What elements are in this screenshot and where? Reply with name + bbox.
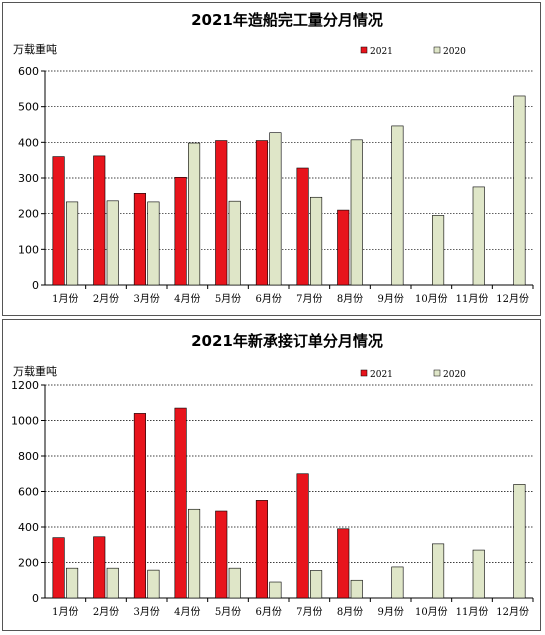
chart-0-category-label: 7月份 [296, 293, 322, 305]
chart-0-bar-2020-5 [228, 200, 241, 286]
chart-0-legend: 2021 2020 [360, 46, 466, 57]
chart-0-y-tick-label: 100 [18, 243, 39, 256]
chart-1-y-tick-label: 0 [32, 592, 39, 605]
chart-0-y-tick-label: 300 [18, 172, 39, 185]
chart-1-category-label: 11月份 [456, 606, 489, 618]
chart-0-y-tick-label: 600 [18, 65, 39, 78]
chart-1-bar-2020-12 [513, 484, 526, 599]
chart-0-category-label: 10月份 [415, 293, 448, 305]
chart-0-bar-2021-1 [52, 156, 65, 286]
chart-1-bar-2020-10 [432, 543, 445, 599]
chart-1-legend: 2021 2020 [360, 369, 466, 380]
chart-0-bar-2020-7 [310, 196, 323, 286]
chart-0-bar-2020-10 [432, 215, 445, 286]
chart-0-category-label: 4月份 [174, 293, 200, 305]
chart-1-y-tick-label: 800 [18, 450, 39, 463]
chart-1-category-label: 10月份 [415, 606, 448, 618]
chart-1-category-label: 9月份 [377, 606, 403, 618]
chart-0-category-label: 2月份 [93, 293, 119, 305]
chart-0-bar-2021-4 [174, 176, 187, 286]
chart-0-y-tick-label: 200 [18, 208, 39, 221]
chart-1-bar-2020-11 [472, 549, 485, 599]
chart-0-category-label: 5月份 [215, 293, 241, 305]
chart-1-bar-2021-2 [93, 536, 106, 599]
chart-0-bar-2021-7 [296, 167, 309, 286]
chart-1-category-label: 4月份 [174, 606, 200, 618]
chart-1-category-label: 8月份 [337, 606, 363, 618]
chart-1-y-tick-label: 600 [18, 486, 39, 499]
completion-chart-panel: 2021年造船完工量分月情况万载重吨 2021 2020 0 100 200 300 400 5… [2, 2, 541, 316]
chart-1-category-label: 2月份 [93, 606, 119, 618]
chart-0-bar-2020-1 [66, 201, 79, 286]
chart-1-bar-2020-9 [391, 566, 404, 599]
chart-0-category-label: 3月份 [133, 293, 159, 305]
chart-0-bar-2020-3 [147, 201, 160, 286]
chart-0-y-tick-label: 0 [32, 279, 39, 292]
chart-0-bar-2021-3 [133, 193, 146, 286]
chart-0-bar-2021-5 [215, 140, 228, 286]
chart-1-bar-2020-5 [228, 567, 241, 599]
chart-1-bar-2021-1 [52, 537, 65, 599]
chart-1-category-label: 3月份 [133, 606, 159, 618]
chart-0-legend-label-2021: 2021 [370, 47, 393, 57]
chart-0-y-tick-label: 500 [18, 101, 39, 114]
chart-1-y-tick-label: 1200 [11, 379, 39, 392]
chart-0-category-label: 6月份 [255, 293, 281, 305]
chart-0-legend-swatch-2020 [433, 46, 441, 54]
chart-0-bar-2021-6 [255, 140, 268, 286]
chart-0-bar-2020-2 [106, 200, 119, 286]
chart-1-bar-2020-3 [147, 569, 160, 599]
chart-1-bar-2020-7 [310, 570, 323, 599]
chart-0-bar-2021-2 [93, 155, 106, 286]
chart-0-bar-2020-6 [269, 132, 282, 286]
chart-1-legend-swatch-2020 [433, 369, 441, 377]
chart-1-bar-2020-1 [66, 567, 79, 599]
chart-1-bar-2021-5 [215, 510, 228, 599]
chart-1-legend-label-2020: 2020 [443, 370, 466, 380]
chart-1-bar-2021-7 [296, 473, 309, 599]
chart-0-legend-label-2020: 2020 [443, 47, 466, 57]
chart-1-y-tick-label: 200 [18, 557, 39, 570]
chart-1-category-label: 12月份 [496, 606, 529, 618]
chart-0-bar-2020-9 [391, 125, 404, 286]
chart-1-title: 2021年新承接订单分月情况 [191, 332, 383, 350]
chart-1-bar-2021-8 [337, 528, 350, 599]
chart-1-legend-swatch-2021 [360, 369, 368, 377]
chart-1-category-label: 1月份 [52, 606, 78, 618]
chart-0-bar-2020-12 [513, 95, 526, 286]
chart-0-category-label: 11月份 [456, 293, 489, 305]
chart-1-y-tick-label: 1000 [11, 415, 39, 428]
chart-1-category-label: 5月份 [215, 606, 241, 618]
chart-0-bar-2020-4 [188, 142, 201, 286]
chart-1-bar-2020-6 [269, 581, 282, 599]
chart-0-legend-swatch-2021 [360, 46, 368, 54]
chart-0-bar-2020-8 [350, 139, 363, 286]
chart-1-bar-2021-4 [174, 407, 187, 599]
chart-0-bar-2020-11 [472, 186, 485, 286]
chart-1-bar-2020-8 [350, 579, 363, 599]
chart-0-title: 2021年造船完工量分月情况 [191, 11, 383, 29]
chart-1-unit-label: 万载重吨 [13, 364, 57, 378]
chart-0-category-label: 1月份 [52, 293, 78, 305]
chart-0-y-tick-label: 400 [18, 136, 39, 149]
chart-1-legend-label-2021: 2021 [370, 370, 393, 380]
chart-1-bar-2021-3 [133, 413, 146, 599]
chart-0-bar-2021-8 [337, 209, 350, 286]
chart-1-bar-2021-6 [255, 500, 268, 599]
orders-chart-panel: 2021年新承接订单分月情况万载重吨 2021 2020 0 200 400 600 800 1… [2, 319, 541, 631]
chart-0-category-label: 12月份 [496, 293, 529, 305]
chart-1-bar-2020-4 [188, 508, 201, 599]
chart-0-category-label: 8月份 [337, 293, 363, 305]
chart-1-category-label: 7月份 [296, 606, 322, 618]
chart-0-unit-label: 万载重吨 [13, 42, 57, 56]
chart-0-category-label: 9月份 [377, 293, 403, 305]
chart-1-y-tick-label: 400 [18, 521, 39, 534]
chart-1-bar-2020-2 [106, 567, 119, 599]
chart-1-category-label: 6月份 [255, 606, 281, 618]
